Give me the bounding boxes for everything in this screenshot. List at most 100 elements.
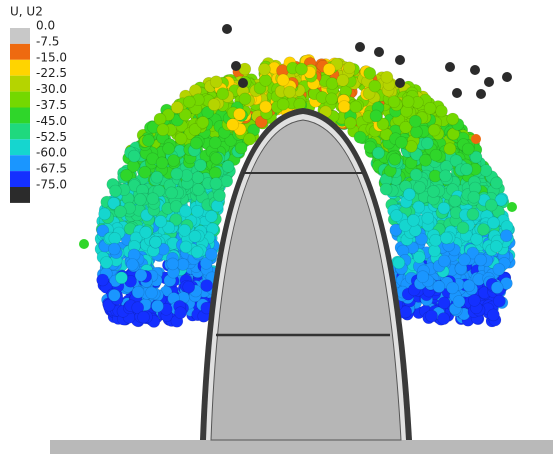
particle xyxy=(493,295,505,307)
particle xyxy=(344,117,356,129)
particle xyxy=(462,143,474,155)
particle xyxy=(191,246,203,258)
particle xyxy=(260,74,272,86)
particle xyxy=(461,163,473,175)
particle xyxy=(429,245,441,257)
particle xyxy=(468,294,480,306)
particle xyxy=(140,226,152,238)
particle xyxy=(447,113,459,125)
particle xyxy=(447,282,459,294)
particle xyxy=(154,113,166,125)
legend-swatch xyxy=(10,28,30,44)
particle xyxy=(343,62,355,74)
particle xyxy=(126,259,138,271)
particle xyxy=(192,184,204,196)
particle xyxy=(337,74,349,86)
particle xyxy=(421,137,433,149)
particle xyxy=(108,289,120,301)
particle xyxy=(380,183,392,195)
particle xyxy=(152,300,164,312)
particle xyxy=(500,230,512,242)
particle xyxy=(210,153,222,165)
particle xyxy=(189,230,201,242)
particle xyxy=(493,263,505,275)
particle xyxy=(197,116,209,128)
particle xyxy=(438,202,450,214)
particle xyxy=(424,102,436,114)
legend-swatch xyxy=(10,92,30,108)
particle xyxy=(364,67,376,79)
particle xyxy=(150,236,162,248)
particle xyxy=(403,188,415,200)
particle xyxy=(369,80,381,92)
particle xyxy=(411,126,423,138)
particle xyxy=(235,142,247,154)
particle xyxy=(227,119,239,131)
particle xyxy=(109,232,121,244)
particle xyxy=(139,166,151,178)
particle xyxy=(211,200,223,212)
legend-label: -75.0 xyxy=(36,178,67,192)
legend-label: -7.5 xyxy=(36,34,59,48)
particle xyxy=(470,65,480,75)
particle xyxy=(195,159,207,171)
particle xyxy=(183,96,195,108)
particle xyxy=(458,254,470,266)
legend-swatch xyxy=(10,44,30,60)
particle xyxy=(201,280,213,292)
particle xyxy=(444,143,456,155)
particle xyxy=(205,248,217,260)
page: U, U2 0.0-7.5-15.0-22.5-30.0-37.5-45.0-5… xyxy=(0,0,553,454)
legend-label: -60.0 xyxy=(36,146,67,160)
particle xyxy=(120,169,132,181)
particle xyxy=(147,193,159,205)
particle xyxy=(208,99,220,111)
particle xyxy=(491,177,503,189)
particle xyxy=(260,101,272,113)
particle xyxy=(395,55,405,65)
legend-swatch xyxy=(10,60,30,76)
particle xyxy=(391,210,403,222)
particle xyxy=(156,157,168,169)
particle xyxy=(258,63,270,75)
particle xyxy=(485,199,497,211)
particle xyxy=(217,88,229,100)
legend: 0.0-7.5-15.0-22.5-30.0-37.5-45.0-52.5-60… xyxy=(10,19,67,203)
particle xyxy=(355,42,365,52)
base-plate xyxy=(50,440,553,454)
particle xyxy=(234,108,246,120)
legend-label: -15.0 xyxy=(36,50,67,64)
particle xyxy=(222,161,234,173)
particle xyxy=(180,205,192,217)
particle xyxy=(114,206,126,218)
particle xyxy=(190,137,202,149)
legend-title: U, U2 xyxy=(10,5,43,19)
particle xyxy=(210,76,222,88)
particle xyxy=(210,178,222,190)
legend-label: -45.0 xyxy=(36,114,67,128)
particle xyxy=(452,88,462,98)
particle xyxy=(407,214,419,226)
particle xyxy=(277,98,289,110)
particle xyxy=(221,175,233,187)
particle xyxy=(395,78,405,88)
legend-label: -30.0 xyxy=(36,82,67,96)
particle xyxy=(402,96,414,108)
particle xyxy=(410,169,422,181)
particle xyxy=(116,272,128,284)
particle xyxy=(491,282,503,294)
particle xyxy=(484,77,494,87)
particle xyxy=(231,61,241,71)
particle xyxy=(422,212,434,224)
particle xyxy=(97,274,109,286)
particle xyxy=(350,101,362,113)
particle xyxy=(388,96,400,108)
particle xyxy=(244,133,256,145)
particle xyxy=(167,258,179,270)
particle xyxy=(128,150,140,162)
particle xyxy=(480,165,492,177)
particle xyxy=(175,133,187,145)
particle xyxy=(284,86,296,98)
particle xyxy=(191,205,203,217)
contour-plot: U, U2 0.0-7.5-15.0-22.5-30.0-37.5-45.0-5… xyxy=(0,0,553,454)
